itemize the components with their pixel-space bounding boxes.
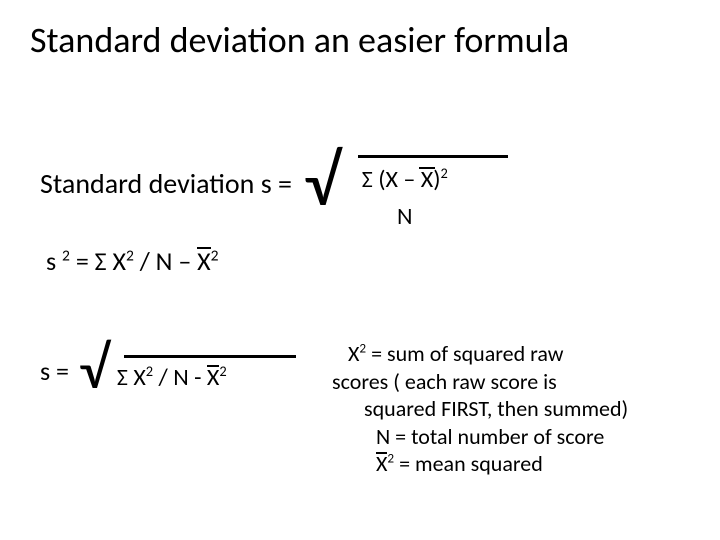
def-line-4: N = total number of score bbox=[376, 423, 690, 451]
slide-title: Standard deviation an easier formula bbox=[30, 18, 690, 62]
s: s bbox=[46, 245, 62, 277]
radical-symbol: √ bbox=[79, 348, 109, 390]
radical-big: √ Σ (X – X)2 N bbox=[304, 150, 448, 217]
l1-x: X bbox=[348, 340, 359, 367]
formula-row-2: s 2 = Σ X2 / N – X2 bbox=[46, 245, 219, 277]
num-prefix: Σ (X – bbox=[362, 165, 421, 194]
rad-xbar-exp: 2 bbox=[219, 362, 226, 380]
vinculum bbox=[124, 355, 296, 358]
def-line-1: X2 = sum of squared raw bbox=[348, 340, 690, 368]
xbar: X bbox=[197, 245, 211, 277]
mid: = Σ X bbox=[70, 245, 126, 277]
xbar: X bbox=[207, 363, 219, 392]
slide: Standard deviation an easier formula Sta… bbox=[0, 0, 720, 540]
slash-n: / N – bbox=[134, 245, 197, 277]
xbar-exp: 2 bbox=[211, 246, 219, 265]
def-line-2: scores ( each raw score is bbox=[332, 368, 690, 396]
s-exp: 2 bbox=[62, 246, 70, 265]
def-line-5: X2 = mean squared bbox=[376, 450, 690, 478]
x-exp: 2 bbox=[126, 246, 134, 265]
formula-row-3: s = √ Σ X2 / N - X2 bbox=[40, 350, 227, 392]
l1-rest: = sum of squared raw bbox=[366, 340, 563, 367]
num-suffix: ) bbox=[433, 165, 440, 194]
l5-xbar: X bbox=[376, 450, 387, 478]
rad-mid: / N - bbox=[153, 363, 207, 392]
radicand: Σ X2 / N - X2 bbox=[117, 362, 227, 392]
fraction: Σ (X – X)2 N bbox=[362, 164, 448, 231]
definitions: X2 = sum of squared raw scores ( each ra… bbox=[340, 340, 690, 478]
xbar: X bbox=[421, 165, 433, 194]
rad-x-exp: 2 bbox=[146, 362, 153, 380]
l5-rest: = mean squared bbox=[394, 450, 543, 477]
denominator: N bbox=[397, 202, 413, 231]
numerator: Σ (X – X)2 bbox=[362, 164, 448, 194]
rad-prefix: Σ X bbox=[117, 363, 146, 392]
sd-label: Standard deviation s = bbox=[40, 166, 292, 201]
formula-row-1: Standard deviation s = √ Σ (X – X)2 N bbox=[40, 150, 680, 217]
s-equals: s = bbox=[40, 355, 69, 387]
radical-mid: √ Σ X2 / N - X2 bbox=[79, 350, 227, 392]
def-line-3: squared FIRST, then summed) bbox=[364, 395, 690, 423]
vinculum bbox=[358, 155, 508, 158]
num-exp: 2 bbox=[441, 164, 448, 182]
radical-symbol: √ bbox=[304, 156, 340, 206]
